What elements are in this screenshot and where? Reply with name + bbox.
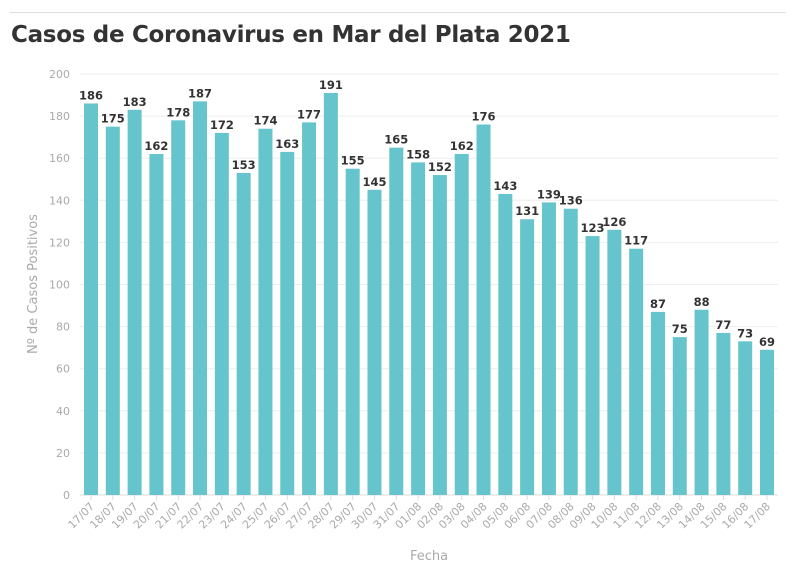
bar — [541, 202, 556, 495]
bar — [258, 128, 273, 496]
bar — [323, 92, 338, 495]
data-label: 186 — [79, 88, 103, 102]
data-label: 153 — [232, 158, 256, 172]
y-tick-label: 200 — [49, 68, 70, 81]
y-tick-label: 180 — [49, 110, 70, 123]
data-label: 69 — [759, 335, 775, 349]
bar — [367, 189, 382, 495]
y-axis-title: Nº de Casos Positivos — [26, 214, 41, 354]
data-label: 191 — [319, 78, 343, 92]
bar — [760, 349, 774, 495]
data-label: 162 — [144, 139, 168, 153]
y-tick-label: 100 — [49, 279, 70, 292]
bar — [454, 153, 469, 496]
bar — [563, 208, 578, 495]
data-label: 158 — [406, 147, 430, 161]
data-label: 162 — [450, 139, 474, 153]
data-label: 117 — [624, 234, 648, 248]
bar — [629, 248, 644, 495]
data-label: 87 — [650, 297, 666, 311]
bar — [214, 132, 229, 495]
data-label: 163 — [275, 137, 299, 151]
y-tick-label: 60 — [56, 363, 70, 376]
bar — [127, 109, 142, 495]
bar — [498, 193, 513, 496]
bar — [476, 124, 491, 496]
x-axis-title: Fecha — [410, 549, 448, 564]
bar — [672, 337, 687, 495]
y-tick-label: 0 — [63, 489, 70, 502]
data-label: 88 — [694, 295, 710, 309]
data-label: 172 — [210, 118, 234, 132]
data-label: 126 — [602, 215, 626, 229]
data-label: 145 — [362, 175, 386, 189]
top-divider — [10, 12, 786, 13]
data-label: 123 — [581, 221, 605, 235]
bar — [694, 309, 709, 495]
bar — [280, 151, 295, 495]
bar — [585, 236, 600, 495]
bar — [411, 162, 426, 495]
data-label: 143 — [493, 179, 517, 193]
bar — [149, 153, 164, 496]
y-tick-label: 120 — [49, 236, 70, 249]
data-label: 178 — [166, 105, 190, 119]
data-label: 177 — [297, 107, 321, 121]
bar — [193, 101, 208, 496]
data-label: 175 — [101, 112, 125, 126]
data-label: 73 — [737, 326, 753, 340]
data-label: 176 — [472, 110, 496, 124]
bar — [389, 147, 404, 496]
y-tick-label: 80 — [56, 321, 70, 334]
data-label: 136 — [559, 194, 583, 208]
data-label: 152 — [428, 160, 452, 174]
bar — [302, 122, 317, 495]
y-tick-label: 160 — [49, 152, 70, 165]
bar — [607, 229, 622, 495]
chart-title: Casos de Coronavirus en Mar del Plata 20… — [11, 22, 571, 48]
bar — [236, 172, 251, 495]
data-label: 183 — [123, 95, 147, 109]
bar — [650, 311, 665, 495]
bar — [171, 120, 186, 495]
data-label: 77 — [715, 318, 731, 332]
y-tick-label: 40 — [56, 405, 70, 418]
y-tick-label: 20 — [56, 447, 70, 460]
data-label: 174 — [253, 114, 277, 128]
data-label: 187 — [188, 86, 212, 100]
data-label: 139 — [537, 187, 561, 201]
bar — [432, 175, 447, 496]
data-label: 75 — [672, 322, 688, 336]
data-label: 165 — [384, 133, 408, 147]
bar — [345, 168, 360, 495]
bar — [738, 341, 753, 495]
bar — [520, 219, 535, 495]
data-label: 131 — [515, 204, 539, 218]
data-label: 155 — [341, 154, 365, 168]
bar — [105, 126, 120, 495]
bar — [716, 332, 731, 495]
y-tick-label: 140 — [49, 194, 70, 207]
bar — [84, 103, 98, 495]
